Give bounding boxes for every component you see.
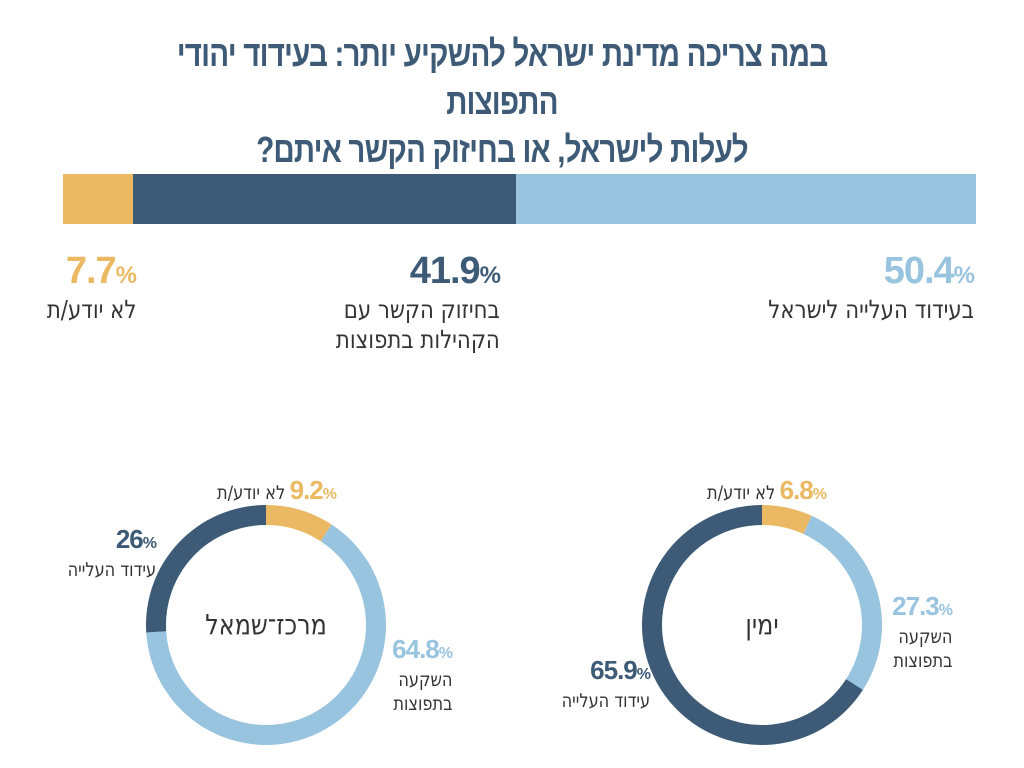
stacked-bar [63, 174, 976, 224]
donut-right-value-dont-know: 6.8% [779, 475, 827, 505]
donut-left-label-dont-know: 9.2% לא יודע/ת [205, 475, 337, 509]
donut-left-value-diaspora: 64.8% [392, 634, 453, 664]
donut-right-text-diaspora-1: השקעה [897, 626, 952, 648]
title-line-2: לעלות לישראל, או בחיזוק הקשר איתם? [256, 129, 748, 170]
donut-left-text-diaspora-2: בתפוצות [392, 693, 452, 715]
donut-left-value-aliyah: 26% [115, 524, 157, 554]
bar-value-dont-know: 7.7% [65, 250, 137, 292]
donut-right-text-aliyah: עידוד העלייה [561, 690, 650, 712]
donut-left-text-diaspora-1: השקעה [397, 669, 452, 691]
donut-right-text-diaspora-2: בתפוצות [892, 650, 952, 672]
bar-label-dont-know: 7.7% לא יודע/ת [31, 250, 137, 325]
donut-right-label-diaspora: 27.3% השקעה בתפוצות [883, 591, 953, 673]
donut-left-slice-aliyah [146, 505, 266, 633]
bar-label-encourage-aliyah: 50.4% בעידוד העלייה לישראל [732, 250, 975, 325]
donut-right-wing [642, 505, 882, 745]
chart-title: במה צריכה מדינת ישראל להשקיע יותר: בעידו… [140, 30, 865, 174]
bar-text-dont-know: לא יודע/ת [46, 295, 136, 324]
donut-right-label-dont-know: 6.8% לא יודע/ת [695, 475, 827, 509]
bar-text-strengthen-ties-2: הקהילות בתפוצות [336, 325, 500, 354]
bar-segment-strengthen-ties [133, 174, 516, 224]
bar-label-strengthen-ties: 41.9% בחיזוק הקשר עם הקהילות בתפוצות [307, 250, 501, 355]
donut-left-value-dont-know: 9.2% [289, 475, 337, 505]
donut-left-label-aliyah: 26% עידוד העלייה [52, 524, 157, 582]
donut-right-text-dont-know: לא יודע/ת [707, 482, 776, 504]
donut-left-slice-dont-know [266, 505, 332, 542]
bar-value-strengthen-ties: 41.9% [409, 250, 501, 292]
bar-value-encourage-aliyah: 50.4% [883, 250, 975, 292]
donut-right-slice-diaspora [803, 515, 882, 690]
donut-right-label-aliyah: 65.9% עידוד העלייה [546, 655, 651, 713]
title-line-1: במה צריכה מדינת ישראל להשקיע יותר: בעידו… [176, 33, 828, 122]
bar-text-encourage-aliyah: בעידוד העלייה לישראל [768, 295, 974, 324]
donut-right-slice-dont-know [762, 505, 812, 534]
donut-left-text-aliyah: עידוד העלייה [67, 559, 156, 581]
bar-segment-dont-know [63, 174, 134, 224]
donut-right-value-aliyah: 65.9% [590, 655, 651, 685]
donut-left-text-dont-know: לא יודע/ת [217, 482, 286, 504]
donut-center-left-title: מרכז־שמאל [205, 608, 327, 642]
bar-text-strengthen-ties-1: בחיזוק הקשר עם [343, 295, 500, 324]
bar-segment-encourage-aliyah [515, 174, 976, 224]
donut-right-wing-title: ימין [745, 608, 779, 642]
donut-left-label-diaspora: 64.8% השקעה בתפוצות [383, 634, 453, 716]
donut-center-left [146, 505, 386, 745]
donut-right-value-diaspora: 27.3% [892, 591, 953, 621]
